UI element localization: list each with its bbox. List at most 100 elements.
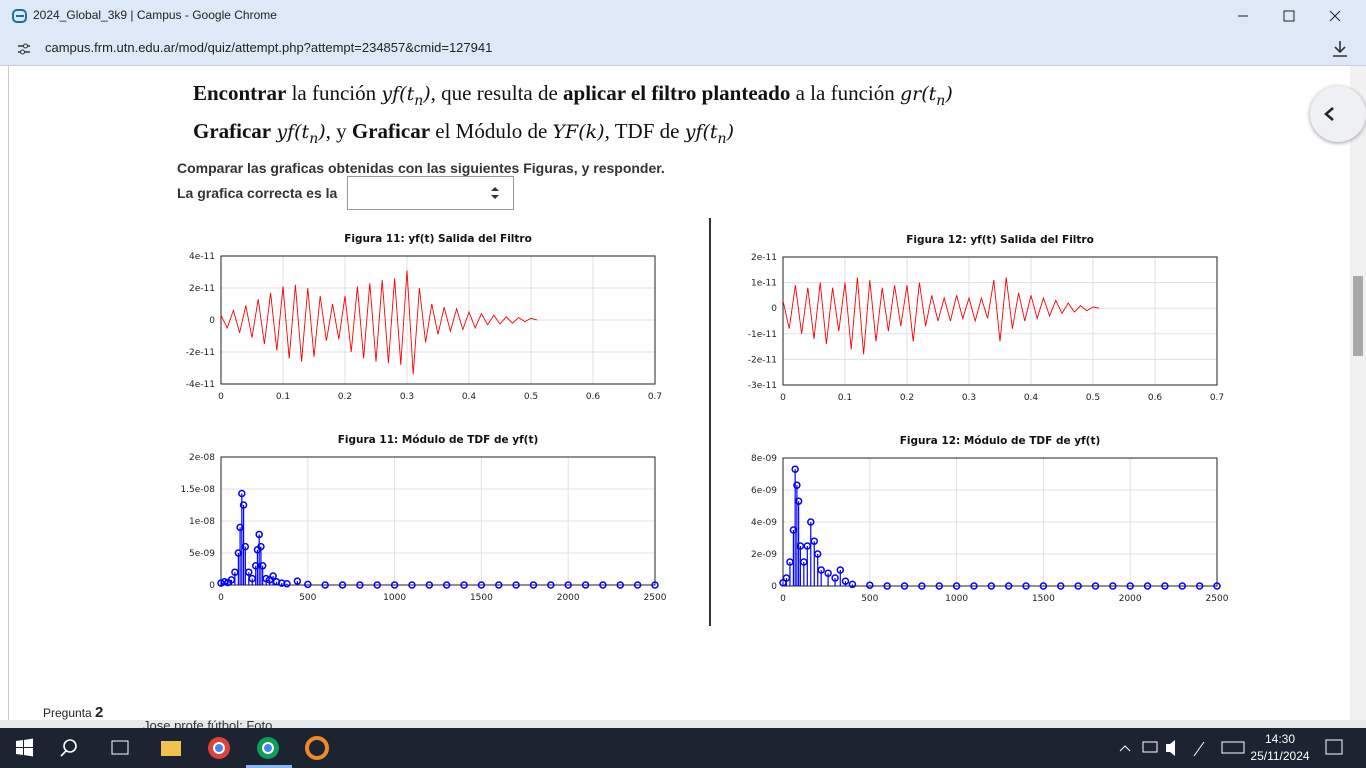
stem-marker (935, 582, 943, 590)
address-bar[interactable]: campus.frm.utn.edu.ar/mod/quiz/attempt.p… (0, 32, 1366, 66)
stem-marker (1213, 582, 1221, 590)
stem-marker (564, 581, 572, 589)
chart-title: Figura 11: yf(t) Salida del Filtro (344, 233, 532, 245)
y-tick-label: 0 (209, 316, 215, 326)
stem-marker (952, 582, 961, 590)
stem-marker (220, 578, 229, 586)
stem-marker (848, 580, 857, 589)
text-math: ) (945, 83, 953, 105)
taskbar-icons[interactable] (0, 728, 360, 768)
stem-marker (599, 581, 607, 589)
x-tick-label: 1000 (383, 593, 406, 603)
stem-marker (616, 581, 625, 589)
chart: Figura 12: yf(t) Salida del Filtro 0 0.1 0.… (748, 234, 1224, 403)
signal-line (220, 270, 538, 375)
stem-marker (918, 582, 926, 590)
stem-marker (495, 581, 503, 589)
stem-marker (581, 581, 590, 589)
instruction: Comparar las graficas obtenidas con las … (177, 160, 665, 176)
x-tick-label: 0.3 (962, 393, 976, 403)
x-tick-label: 0.7 (648, 392, 662, 402)
select-arrows (491, 187, 499, 199)
clock-date: 25/11/2024 (1250, 749, 1310, 763)
y-tick-label: 1e-11 (751, 279, 777, 289)
scroll-thumb[interactable] (1353, 276, 1363, 356)
stem-marker (810, 537, 818, 545)
stem-marker (791, 465, 799, 473)
y-tick-label: 0 (209, 581, 215, 591)
stem-marker (1039, 582, 1048, 590)
y-tick-label: -4e-11 (186, 380, 215, 390)
stem-marker (245, 568, 253, 576)
title-bar: 2024_Global_3k9 | Campus - Google Chrome (0, 0, 1366, 32)
text-math: ) (726, 121, 734, 143)
text-plain: a la función (790, 81, 900, 105)
site-info-icon[interactable] (16, 41, 32, 57)
x-tick-label: 0 (218, 593, 224, 603)
chart-title: Figura 12: yf(t) Salida del Filtro (906, 234, 1094, 246)
stem-marker (836, 566, 845, 574)
window-title: 2024_Global_3k9 | Campus - Google Chrome (33, 8, 277, 22)
scrollbar[interactable] (1350, 66, 1366, 720)
stem-marker (1161, 582, 1169, 590)
y-tick-label: -1e-11 (748, 330, 777, 340)
x-tick-label: 500 (861, 594, 878, 604)
question-value: 2 (95, 704, 104, 721)
stem-marker (390, 581, 399, 589)
text-plain: , TDF de (604, 119, 685, 143)
y-tick-label: 0 (771, 304, 777, 314)
text-sub: n (717, 131, 727, 148)
text-math: yf(t (684, 121, 718, 143)
question-line: Encontrar la función yf(tn), que resulta… (193, 81, 953, 109)
chat-strip: Jose profe fútbol: Foto (0, 720, 1366, 728)
x-tick-label: 0.4 (1024, 393, 1039, 403)
y-tick-label: 8e-09 (751, 454, 777, 464)
url[interactable]: campus.frm.utn.edu.ar/mod/quiz/attempt.p… (45, 40, 493, 55)
drawer-toggle[interactable] (1310, 86, 1366, 142)
axes-frame (220, 456, 656, 586)
text-plain: , y (325, 119, 352, 143)
chart-title: Figura 11: Módulo de TDF de yf(t) (338, 434, 539, 446)
question-line: Graficar yf(tn), y Graficar el Módulo de… (193, 119, 734, 147)
stem-marker (257, 542, 265, 551)
question-number: Pregunta 2 (43, 704, 103, 721)
stem-marker (338, 581, 347, 589)
download-icon[interactable] (1330, 39, 1350, 59)
stem-marker (547, 581, 555, 589)
stem-marker (651, 581, 659, 589)
stem-marker (356, 581, 364, 589)
stem-marker (900, 582, 909, 590)
y-tick-label: -2e-11 (186, 348, 215, 358)
x-tick-label: 1500 (1032, 594, 1055, 604)
stem-marker (866, 581, 874, 589)
chevron (1324, 107, 1334, 121)
window-controls[interactable] (1230, 6, 1350, 26)
divider (709, 218, 711, 626)
x-tick-label: 1500 (470, 593, 493, 603)
tray-icons[interactable] (1110, 728, 1366, 768)
stem-marker (841, 577, 850, 585)
stem-marker (425, 581, 434, 589)
stem-marker (1022, 582, 1030, 590)
x-tick-label: 0.6 (1148, 393, 1163, 403)
x-tick-label: 1000 (945, 594, 968, 604)
stem-marker (321, 581, 329, 589)
y-tick-label: 4e-11 (189, 252, 215, 262)
x-tick-label: 0.4 (462, 392, 477, 402)
stem-marker (269, 572, 277, 580)
text-math: ) (318, 121, 326, 143)
stem-marker (1126, 582, 1134, 590)
stem-marker (1091, 582, 1100, 590)
signal-line (782, 277, 1100, 355)
text-plain: la función (286, 81, 382, 105)
text-sub: n (309, 131, 319, 148)
stem-marker (460, 581, 468, 589)
text-plain: el Módulo de (430, 119, 553, 143)
answer-select[interactable] (347, 176, 514, 210)
text-math: gr(t (899, 83, 937, 105)
stem-marker (1143, 582, 1152, 590)
x-tick-label: 0.2 (338, 392, 352, 402)
plot-area (783, 257, 1217, 385)
stem-marker (970, 582, 978, 590)
stem-marker (824, 569, 832, 577)
